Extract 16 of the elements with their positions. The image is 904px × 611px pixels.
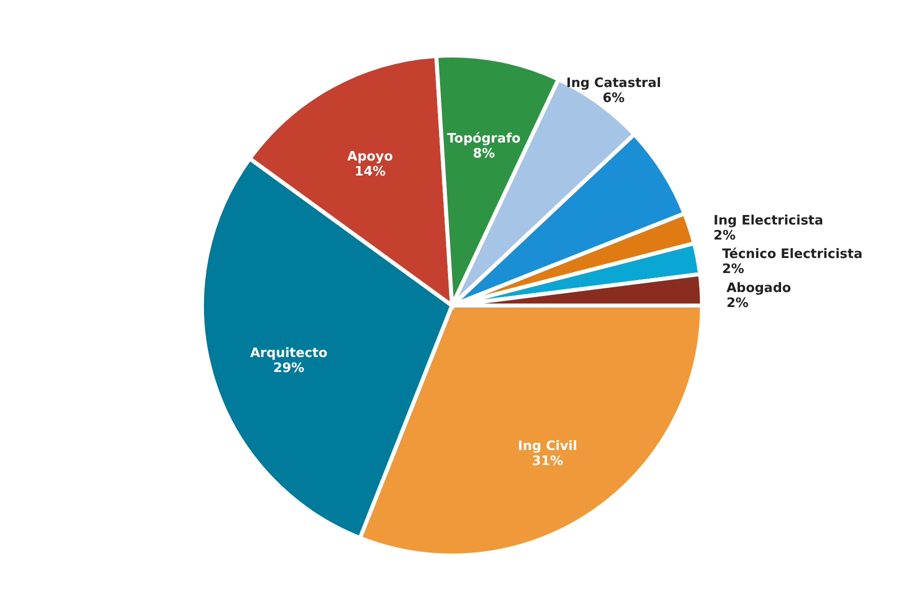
data-label: 31% — [532, 454, 564, 470]
slice-label: Abogado — [726, 281, 792, 296]
data-label: 2% — [726, 296, 749, 312]
slice-label: Ing Catastral — [566, 76, 662, 92]
slice-label: Ing Civil — [518, 439, 578, 454]
slice-label: Topógrafo — [447, 132, 521, 147]
data-label: 8% — [472, 146, 495, 162]
slice-label: Ing Electricista — [714, 214, 824, 229]
slice-label: Arquitecto — [250, 346, 328, 361]
data-label: 2% — [714, 228, 736, 244]
data-label: 2% — [722, 262, 744, 277]
data-label: 14% — [354, 164, 386, 180]
slice-label: Técnico Electricista — [722, 246, 863, 262]
data-label: 6% — [602, 91, 625, 106]
slice-label: Apoyo — [347, 150, 394, 165]
data-label: 29% — [273, 360, 304, 376]
